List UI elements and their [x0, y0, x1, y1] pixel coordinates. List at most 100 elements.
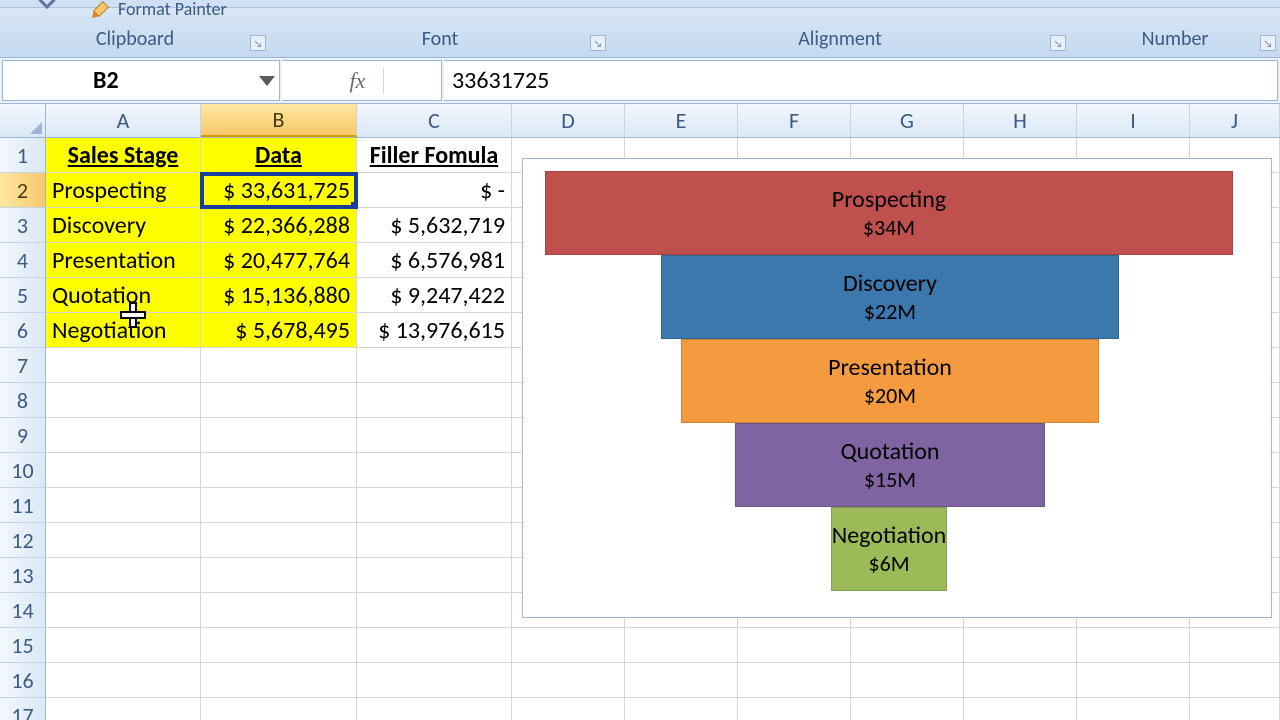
- cell-B16[interactable]: [201, 663, 357, 698]
- cell-B8[interactable]: [201, 383, 357, 418]
- cell-B15[interactable]: [201, 628, 357, 663]
- row-header-2[interactable]: 2: [0, 173, 46, 208]
- cell-H15[interactable]: [964, 628, 1077, 663]
- row-header-12[interactable]: 12: [0, 523, 46, 558]
- select-all-corner[interactable]: [0, 104, 46, 137]
- cell-A1[interactable]: Sales Stage: [46, 138, 201, 173]
- cell-D17[interactable]: [512, 698, 625, 720]
- row-header-16[interactable]: 16: [0, 663, 46, 698]
- cell-A14[interactable]: [46, 593, 201, 628]
- cell-B5[interactable]: $ 15,136,880: [201, 278, 357, 313]
- cell-A15[interactable]: [46, 628, 201, 663]
- cell-E16[interactable]: [625, 663, 738, 698]
- cell-C7[interactable]: [357, 348, 512, 383]
- cell-B7[interactable]: [201, 348, 357, 383]
- row-header-14[interactable]: 14: [0, 593, 46, 628]
- cell-C15[interactable]: [357, 628, 512, 663]
- funnel-bar-2[interactable]: Presentation$20M: [681, 339, 1099, 423]
- row-header-7[interactable]: 7: [0, 348, 46, 383]
- row-header-10[interactable]: 10: [0, 453, 46, 488]
- cell-C8[interactable]: [357, 383, 512, 418]
- cell-C14[interactable]: [357, 593, 512, 628]
- cell-C12[interactable]: [357, 523, 512, 558]
- cell-A4[interactable]: Presentation: [46, 243, 201, 278]
- cell-H17[interactable]: [964, 698, 1077, 720]
- cell-B1[interactable]: Data: [201, 138, 357, 173]
- cell-A2[interactable]: Prospecting: [46, 173, 201, 208]
- funnel-bar-0[interactable]: Prospecting$34M: [545, 171, 1233, 255]
- cell-B13[interactable]: [201, 558, 357, 593]
- column-header-D[interactable]: D: [512, 104, 625, 137]
- row-header-15[interactable]: 15: [0, 628, 46, 663]
- cell-D16[interactable]: [512, 663, 625, 698]
- cell-G16[interactable]: [851, 663, 964, 698]
- cell-A10[interactable]: [46, 453, 201, 488]
- column-header-A[interactable]: A: [46, 104, 201, 137]
- cell-A9[interactable]: [46, 418, 201, 453]
- cell-B10[interactable]: [201, 453, 357, 488]
- cell-A12[interactable]: [46, 523, 201, 558]
- cell-G17[interactable]: [851, 698, 964, 720]
- name-box[interactable]: B2: [2, 60, 280, 101]
- column-header-I[interactable]: I: [1077, 104, 1190, 137]
- cell-I16[interactable]: [1077, 663, 1190, 698]
- cell-C5[interactable]: $ 9,247,422: [357, 278, 512, 313]
- cell-C1[interactable]: Filler Fomula: [357, 138, 512, 173]
- cell-B6[interactable]: $ 5,678,495: [201, 313, 357, 348]
- cell-F17[interactable]: [738, 698, 851, 720]
- cell-H16[interactable]: [964, 663, 1077, 698]
- cell-B2[interactable]: $ 33,631,725: [201, 173, 357, 208]
- cell-C2[interactable]: $ -: [357, 173, 512, 208]
- column-header-C[interactable]: C: [357, 104, 512, 137]
- column-header-J[interactable]: J: [1190, 104, 1280, 137]
- row-header-9[interactable]: 9: [0, 418, 46, 453]
- row-header-6[interactable]: 6: [0, 313, 46, 348]
- cell-J16[interactable]: [1190, 663, 1280, 698]
- cell-C10[interactable]: [357, 453, 512, 488]
- cell-A8[interactable]: [46, 383, 201, 418]
- cell-A11[interactable]: [46, 488, 201, 523]
- column-header-H[interactable]: H: [964, 104, 1077, 137]
- formula-input[interactable]: 33631725: [444, 60, 1278, 101]
- cell-D15[interactable]: [512, 628, 625, 663]
- name-box-dropdown-icon[interactable]: [259, 76, 275, 86]
- cell-A3[interactable]: Discovery: [46, 208, 201, 243]
- column-header-B[interactable]: B: [201, 104, 357, 137]
- cell-B9[interactable]: [201, 418, 357, 453]
- cell-A16[interactable]: [46, 663, 201, 698]
- cell-E15[interactable]: [625, 628, 738, 663]
- row-header-5[interactable]: 5: [0, 278, 46, 313]
- row-header-8[interactable]: 8: [0, 383, 46, 418]
- row-header-11[interactable]: 11: [0, 488, 46, 523]
- cell-B14[interactable]: [201, 593, 357, 628]
- cell-C3[interactable]: $ 5,632,719: [357, 208, 512, 243]
- cell-B11[interactable]: [201, 488, 357, 523]
- cell-J15[interactable]: [1190, 628, 1280, 663]
- cell-F16[interactable]: [738, 663, 851, 698]
- funnel-bar-1[interactable]: Discovery$22M: [661, 255, 1119, 339]
- cell-A17[interactable]: [46, 698, 201, 720]
- dialog-launcher-icon[interactable]: ↘: [1260, 35, 1276, 51]
- funnel-chart[interactable]: Prospecting$34MDiscovery$22MPresentation…: [522, 158, 1272, 618]
- column-header-E[interactable]: E: [625, 104, 738, 137]
- funnel-bar-4[interactable]: Negotiation$6M: [831, 507, 947, 591]
- fx-button[interactable]: fx: [332, 68, 384, 94]
- column-header-F[interactable]: F: [738, 104, 851, 137]
- cell-G15[interactable]: [851, 628, 964, 663]
- cell-C16[interactable]: [357, 663, 512, 698]
- cell-I15[interactable]: [1077, 628, 1190, 663]
- dialog-launcher-icon[interactable]: ↘: [1050, 35, 1066, 51]
- cell-C4[interactable]: $ 6,576,981: [357, 243, 512, 278]
- cell-A7[interactable]: [46, 348, 201, 383]
- row-header-1[interactable]: 1: [0, 138, 46, 173]
- cell-A6[interactable]: Negotiation: [46, 313, 201, 348]
- row-header-3[interactable]: 3: [0, 208, 46, 243]
- cell-F15[interactable]: [738, 628, 851, 663]
- dialog-launcher-icon[interactable]: ↘: [250, 35, 266, 51]
- cell-I17[interactable]: [1077, 698, 1190, 720]
- column-header-G[interactable]: G: [851, 104, 964, 137]
- cell-C6[interactable]: $ 13,976,615: [357, 313, 512, 348]
- spreadsheet-grid[interactable]: ABCDEFGHIJ 1Sales StageDataFiller Fomula…: [0, 104, 1280, 720]
- cell-B4[interactable]: $ 20,477,764: [201, 243, 357, 278]
- row-header-13[interactable]: 13: [0, 558, 46, 593]
